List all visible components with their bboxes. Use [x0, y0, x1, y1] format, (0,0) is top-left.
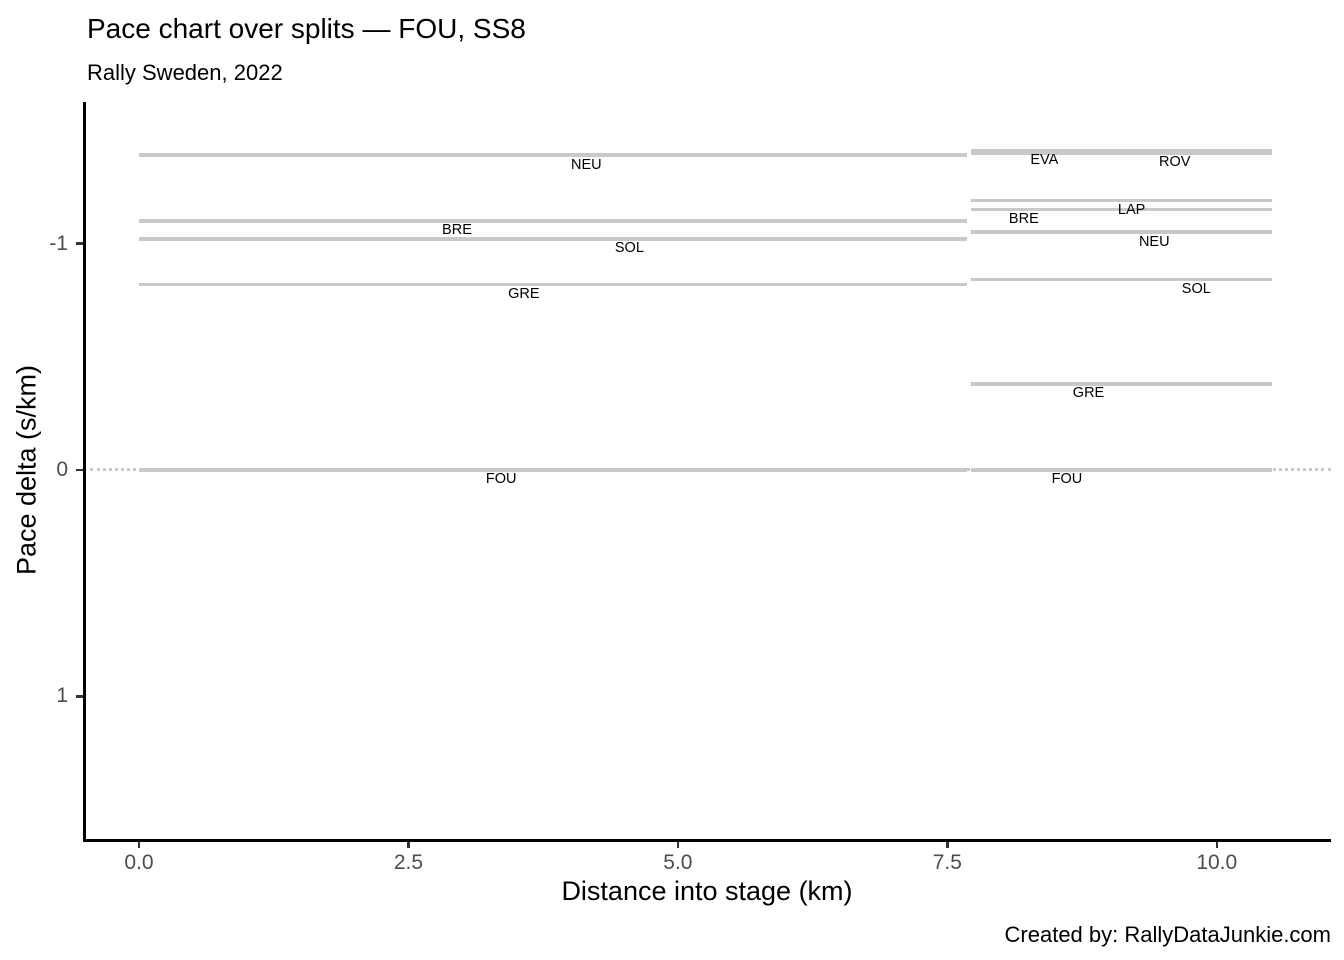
driver-label-neu-split1: NEU — [570, 156, 602, 173]
driver-label-bre-split2: BRE — [1008, 211, 1039, 228]
pace-segment-sol-split2 — [971, 277, 1272, 282]
x-tick-mark — [137, 841, 141, 848]
driver-label-neu-split2: NEU — [1138, 233, 1170, 250]
pace-segment-gre-split2 — [971, 382, 1272, 386]
pace-segment-eva-split2 — [971, 148, 1272, 153]
driver-label-sol-split1: SOL — [614, 240, 644, 257]
x-tick-label: 2.5 — [393, 851, 424, 874]
x-tick-label: 10.0 — [1196, 851, 1238, 874]
chart-subtitle: Rally Sweden, 2022 — [87, 60, 283, 85]
pace-segment-gre-split1 — [139, 282, 967, 287]
driver-label-eva-split2: EVA — [1030, 152, 1059, 169]
pace-segment-neu-split1 — [139, 153, 967, 157]
pace-segment-fou-split1 — [139, 468, 967, 472]
driver-label-sol-split2: SOL — [1181, 281, 1211, 298]
x-tick-mark — [407, 841, 410, 848]
pace-segment-fou-split2 — [971, 468, 1272, 472]
driver-label-gre-split1: GRE — [508, 285, 540, 302]
y-tick-label: 0 — [56, 457, 68, 481]
pace-segment-bre-split2 — [971, 207, 1272, 212]
y-axis-line — [83, 102, 86, 842]
caption: Created by: RallyDataJunkie.com — [1004, 922, 1331, 947]
pace-segment-rov-split2 — [971, 151, 1272, 155]
driver-label-fou-split1: FOU — [485, 471, 517, 488]
driver-label-gre-split2: GRE — [1072, 385, 1105, 402]
driver-label-lap-split2: LAP — [1117, 201, 1146, 218]
x-axis-title: Distance into stage (km) — [561, 876, 853, 906]
driver-label-bre-split1: BRE — [442, 222, 472, 239]
plot-panel: NEU BRE SOL GRE FOU EVA ROV LAP BRE NEU SOL GRE FOU -… — [49, 102, 1331, 874]
pace-segment-bre-split1 — [139, 219, 967, 223]
pace-segment-lap-split2 — [971, 198, 1272, 203]
x-tick-label: 5.0 — [663, 851, 693, 874]
pace-segment-neu-split2 — [971, 230, 1272, 234]
x-tick-label: 0.0 — [124, 851, 154, 874]
x-axis-line — [83, 839, 1331, 842]
x-tick-mark — [676, 841, 680, 848]
x-tick-mark — [946, 841, 949, 848]
pace-segment-sol-split1 — [139, 237, 967, 241]
x-tick-mark — [1215, 841, 1218, 848]
y-tick-label: -1 — [49, 231, 68, 255]
driver-label-rov-split2: ROV — [1159, 154, 1191, 171]
y-tick-label: 1 — [56, 684, 68, 708]
x-tick-label: 7.5 — [932, 851, 962, 874]
y-tick-mark — [76, 695, 83, 698]
y-tick-mark — [76, 468, 83, 472]
driver-label-fou-split2: FOU — [1051, 471, 1083, 488]
y-tick-mark — [76, 242, 83, 245]
chart-title: Pace chart over splits — FOU, SS8 — [87, 13, 526, 44]
